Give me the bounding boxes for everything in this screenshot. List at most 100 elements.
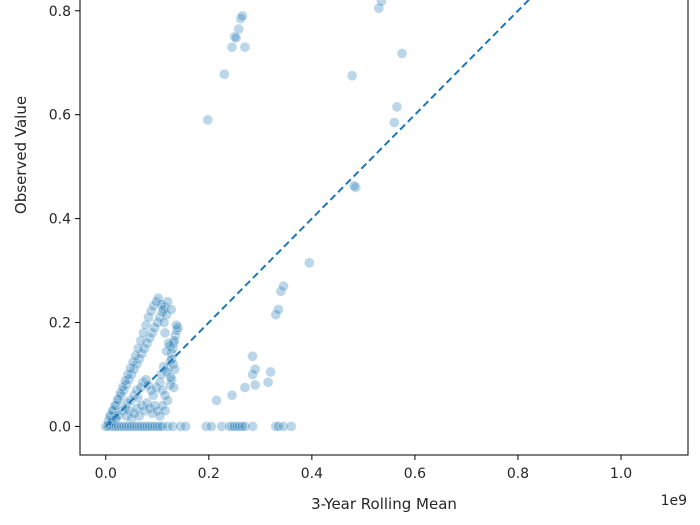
- data-point: [278, 421, 289, 432]
- data-point: [159, 327, 171, 339]
- data-point: [396, 48, 408, 59]
- data-point: [206, 421, 217, 432]
- data-point: [348, 180, 360, 192]
- data-point: [125, 362, 136, 374]
- data-point: [122, 369, 134, 380]
- data-point: [141, 337, 153, 349]
- plot-frame: [79, 0, 689, 456]
- data-point: [132, 343, 144, 354]
- data-point: [262, 376, 274, 388]
- x-axis: 0.0 0.2 0.4 0.6 0.8 1.0: [95, 455, 632, 482]
- x-axis-label: 3-Year Rolling Mean: [311, 495, 457, 513]
- data-point: [158, 317, 170, 328]
- data-point: [149, 322, 160, 334]
- y-tick-label: 0.8: [49, 4, 71, 20]
- data-point: [161, 345, 172, 357]
- data-point: [151, 296, 162, 308]
- data-point: [109, 400, 121, 411]
- data-point: [114, 387, 126, 399]
- data-point: [216, 421, 227, 432]
- data-point: [180, 421, 191, 432]
- data-point: [249, 363, 261, 375]
- data-point: [146, 327, 158, 339]
- x-tick-label: 0.4: [301, 466, 323, 482]
- data-point: [145, 305, 157, 317]
- data-point: [128, 408, 140, 419]
- data-point: [138, 327, 149, 339]
- data-point: [149, 400, 160, 411]
- data-point: [273, 304, 284, 315]
- x-tick-label: 1.0: [610, 466, 632, 482]
- data-point: [157, 384, 168, 396]
- data-point: [156, 298, 167, 310]
- data-point: [140, 319, 152, 331]
- reference-line: [105, 0, 531, 428]
- data-point: [123, 405, 135, 417]
- data-point: [391, 101, 403, 113]
- data-point: [285, 421, 297, 432]
- y-tick-label: 0.4: [49, 212, 71, 228]
- data-point: [159, 389, 171, 401]
- data-point: [247, 421, 258, 432]
- data-point: [247, 369, 258, 380]
- data-point: [233, 23, 244, 35]
- data-point: [121, 379, 132, 391]
- data-point: [126, 413, 137, 424]
- x-tick-label: 0.0: [95, 466, 117, 482]
- y-tick-label: 0.0: [49, 419, 71, 435]
- data-point: [154, 421, 166, 432]
- data-point: [350, 182, 362, 193]
- data-point: [211, 395, 222, 406]
- data-point: [106, 416, 118, 428]
- data-point: [270, 421, 282, 432]
- data-point: [219, 68, 230, 80]
- data-point: [376, 0, 387, 7]
- y-axis: 0.0 0.2 0.4 0.6 0.8: [49, 4, 80, 435]
- data-point: [303, 257, 315, 269]
- data-point: [117, 381, 129, 393]
- data-point: [239, 41, 251, 53]
- y-axis-label: Observed Value: [12, 96, 30, 214]
- data-point: [112, 394, 123, 405]
- data-point: [136, 400, 148, 411]
- data-point: [230, 32, 242, 44]
- data-point: [275, 285, 287, 297]
- data-point: [113, 409, 124, 421]
- x-tick-label: 0.2: [198, 466, 220, 482]
- data-point: [163, 337, 174, 349]
- data-point: [157, 400, 168, 411]
- data-point: [168, 382, 180, 393]
- data-point: [136, 348, 148, 360]
- x-scale-label: 1e9: [661, 493, 687, 509]
- data-point: [346, 70, 358, 81]
- data-point: [202, 114, 214, 126]
- data-point: [120, 375, 131, 387]
- data-point: [165, 304, 177, 315]
- data-point: [135, 335, 147, 347]
- data-point: [270, 309, 282, 321]
- data-point: [169, 363, 181, 375]
- data-point: [167, 421, 178, 432]
- data-point: [127, 356, 139, 368]
- data-point: [239, 382, 251, 393]
- data-point: [146, 408, 158, 419]
- data-point: [159, 405, 171, 417]
- data-point: [171, 319, 182, 331]
- data-point: [158, 361, 169, 373]
- data-point: [226, 41, 238, 53]
- y-tick-label: 0.6: [49, 108, 71, 124]
- data-point: [265, 366, 276, 378]
- data-point: [144, 332, 155, 344]
- data-point: [247, 350, 258, 362]
- data-point: [147, 389, 159, 401]
- data-point: [388, 117, 400, 128]
- data-point: [154, 376, 166, 388]
- data-point: [158, 304, 169, 315]
- points-layer: [100, 0, 408, 432]
- data-point: [239, 421, 251, 432]
- data-point: [139, 343, 150, 354]
- y-tick-label: 0.2: [49, 316, 71, 332]
- data-point: [249, 379, 261, 391]
- data-point: [151, 382, 162, 393]
